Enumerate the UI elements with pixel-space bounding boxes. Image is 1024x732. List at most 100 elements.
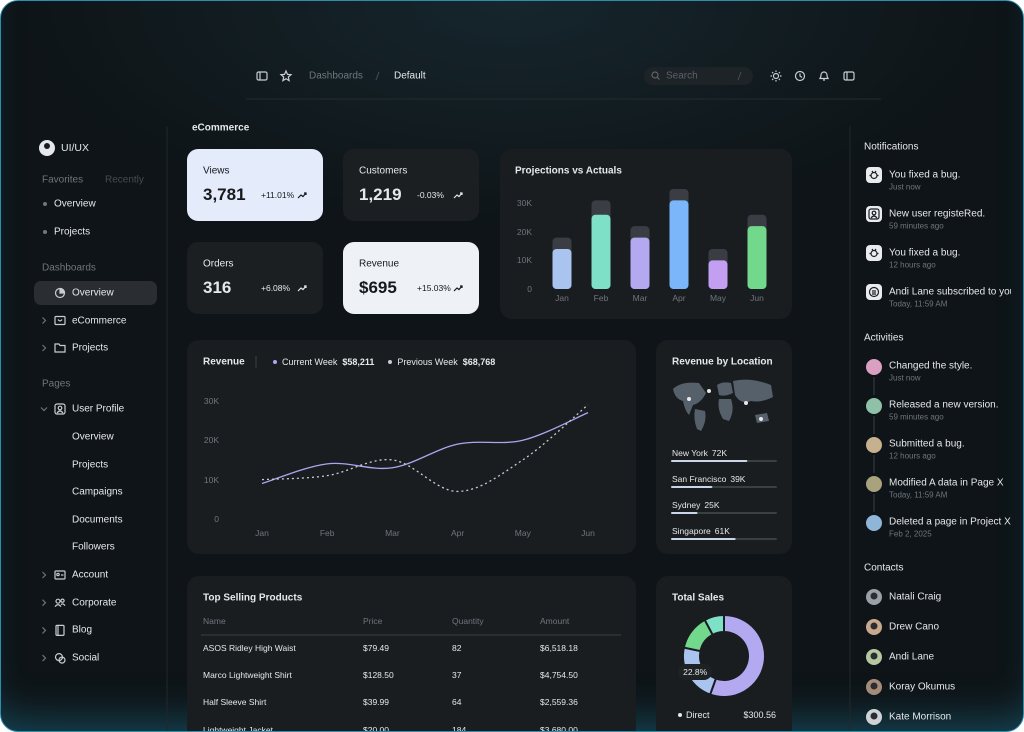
continent [717,382,733,396]
nav-subitem[interactable]: Overview [72,431,114,443]
stat-label: Customers [359,165,408,177]
x-tick-label: Jan [555,293,569,303]
notification-time: 12 hours ago [889,260,936,270]
x-tick-label: May [709,293,727,303]
header-icon-button [843,71,855,81]
contact-name[interactable]: Koray Okumus [889,681,956,693]
icon-shape [54,403,66,415]
legend-dot [273,360,277,364]
expand-chevron [42,344,47,352]
icon-shape [55,598,61,604]
x-tick-label: Apr [450,528,465,538]
stat-change: -0.03% [417,190,444,200]
table-cell: $3,680.00 [540,724,578,732]
nav-item[interactable]: eCommerce [72,315,127,326]
x-tick-label: May [514,528,531,538]
nav-icon [55,624,65,637]
progress-bar [671,538,736,540]
icon-shape [256,71,268,81]
icon-shape [871,210,877,216]
stat-change: +11.01% [261,190,295,200]
page-title: eCommerce [192,122,250,134]
icon-shape [869,248,879,255]
line-series [261,412,589,485]
location-value: 61K [714,526,730,536]
nav-icon [54,598,66,608]
notification-icon-bg [866,245,882,261]
notification-icon [869,170,879,180]
nav-item[interactable]: Account [72,569,109,581]
table-cell: $20.00 [363,724,389,732]
progress-bar [671,460,748,462]
notification-time: Just now [889,182,921,192]
tab[interactable]: Favorites [42,174,84,186]
expand-chevron [42,599,47,607]
icon-shape [54,570,66,580]
legend-item[interactable]: Current Week $58,211 [273,357,374,367]
nav-subitem[interactable]: Projects [72,459,109,470]
y-tick-label: 10K [203,474,219,485]
notification-text: Andi Lane subscribed to you [889,286,1011,298]
x-tick-label: Mar [632,293,648,303]
notification-icon-bg [866,167,882,183]
stat-card [343,149,479,221]
search-shortcut [737,71,742,81]
continent [733,379,773,403]
stat-value: 1,219 [359,185,402,204]
section-label: Pages [42,378,71,390]
nav-item[interactable]: Overview [72,287,114,299]
tab[interactable]: Recently [105,174,144,186]
table-card [187,576,636,731]
x-tick-label: Feb [593,293,609,303]
world-map [673,379,773,431]
legend-label: Previous Week [397,357,458,367]
panel-title: Notifications [864,141,919,153]
nav-item[interactable]: User Profile [72,403,125,415]
value-label: 22.8% [683,667,708,678]
icon-shape [868,286,880,298]
table-cell: $2,559.36 [540,697,578,708]
activity-avatar [866,359,882,375]
legend-label: Current Week [282,357,338,367]
favorite-item[interactable]: Projects [54,226,91,238]
legend-item[interactable]: Previous Week $68,768 [388,357,495,367]
column-header: Name [203,616,226,626]
sidebar-toggle-icon [256,71,268,81]
trend-icon [297,192,307,199]
breadcrumb-link[interactable]: Dashboards [309,70,363,82]
notification-text: You fixed a bug. [889,247,961,259]
contact-name[interactable]: Kate Morrison [889,711,952,723]
table-cell: $6,518.18 [540,643,578,653]
nav-icon [54,287,66,299]
nav-item[interactable]: Blog [72,624,93,636]
y-tick-label: 0 [214,514,219,524]
nav-subitem[interactable]: Campaigns [72,486,123,498]
icon-shape [42,344,47,352]
favorite-item[interactable]: Overview [54,198,96,210]
icon-shape [279,69,293,82]
nav-item[interactable]: Corporate [72,597,117,609]
y-tick-label: 30K [516,198,532,209]
contact-name[interactable]: Andi Lane [889,651,935,663]
icon-shape [56,572,60,577]
chart-card [187,340,636,554]
legend-dot [678,713,682,717]
nav-subitem[interactable]: Followers [72,541,115,553]
contact-name[interactable]: Natali Craig [889,591,942,603]
icon-shape [771,71,774,74]
icon-shape [42,626,47,634]
x-tick-label: Jun [750,293,764,303]
nav-item[interactable]: Projects [72,342,109,354]
search-box[interactable] [644,67,753,85]
contact-avatar-face [870,652,878,660]
bar [630,237,650,289]
notification-icon [868,286,880,298]
nav-subitem[interactable]: Documents [72,514,123,525]
icon-shape [778,78,781,81]
map-marker [759,417,763,421]
table-cell: Half Sleeve Shirt [203,697,267,708]
search-placeholder[interactable]: Search [666,70,698,82]
nav-item[interactable]: Social [72,652,100,664]
legend: Current Week $58,211 Previous Week $68,768 [273,357,495,367]
contact-name[interactable]: Drew Cano [889,621,940,633]
